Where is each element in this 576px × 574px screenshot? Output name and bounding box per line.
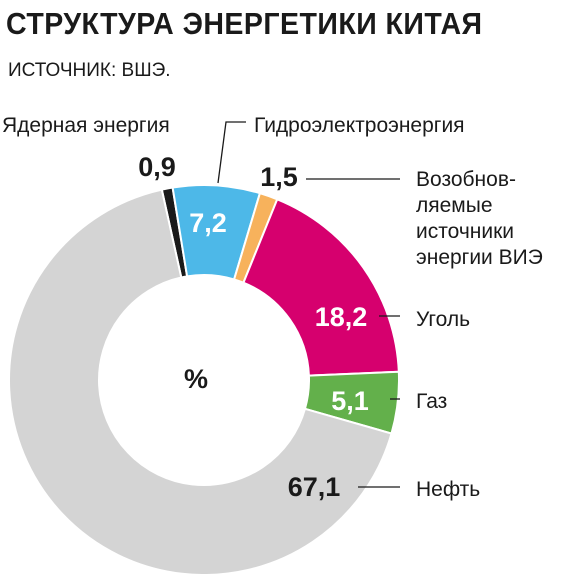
category-label-coal: Уголь xyxy=(416,308,470,331)
value-label-coal: 18,2 xyxy=(315,302,368,332)
value-label-nuclear: 0,9 xyxy=(138,152,176,182)
category-label-oil: Нефть xyxy=(416,478,480,501)
unit-label: % xyxy=(184,364,208,394)
value-label-renewables: 1,5 xyxy=(260,162,298,192)
leader-line-hydro xyxy=(217,121,246,184)
chart-source: ИСТОЧНИК: ВШЭ. xyxy=(8,60,171,81)
value-label-oil: 67,1 xyxy=(288,472,341,502)
slice-oil xyxy=(8,188,393,574)
chart-title: СТРУКТУРА ЭНЕРГЕТИКИ КИТАЯ xyxy=(6,6,483,41)
category-label-renewables: Возобнов-ляемые источники энергии ВИЭ xyxy=(416,168,543,269)
value-label-hydro: 7,2 xyxy=(189,208,227,238)
category-label-hydro: Гидроэлектроэнергия xyxy=(254,114,465,137)
category-label-nuclear: Ядерная энергия xyxy=(2,114,170,137)
slice-coal xyxy=(242,197,400,377)
category-label-gas: Газ xyxy=(416,390,447,413)
value-label-gas: 5,1 xyxy=(331,386,369,416)
